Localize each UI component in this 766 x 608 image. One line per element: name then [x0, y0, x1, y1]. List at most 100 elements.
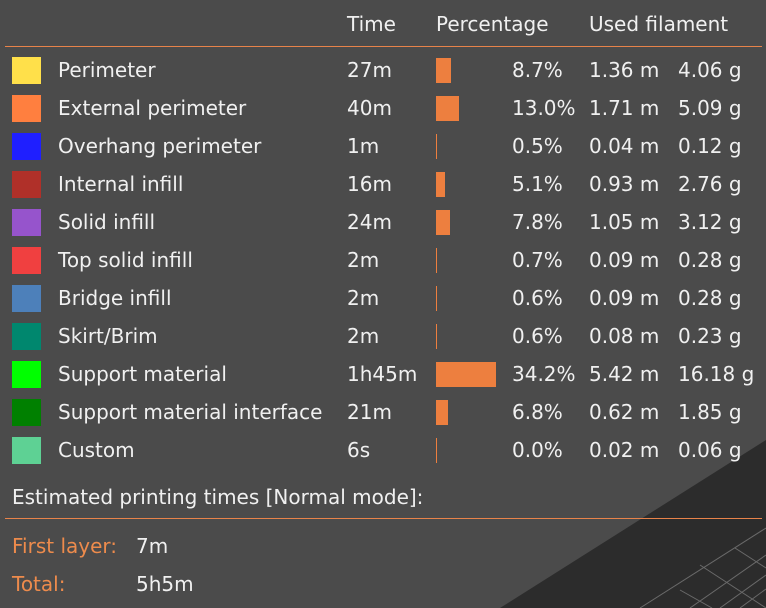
total-label: Total:: [12, 572, 66, 596]
table-row: Top solid infill 2m 0.7% 0.09 m 0.28 g: [0, 241, 766, 279]
color-swatch: [12, 209, 41, 236]
filament-weight: 1.85 g: [678, 400, 742, 424]
filament-weight: 5.09 g: [678, 96, 742, 120]
percentage-bar: [436, 134, 437, 159]
filament-length: 0.09 m: [589, 248, 660, 272]
color-swatch: [12, 323, 41, 350]
color-swatch: [12, 437, 41, 464]
filament-length: 0.04 m: [589, 134, 660, 158]
estimated-times-title: Estimated printing times [Normal mode]:: [12, 485, 424, 509]
feature-time: 27m: [347, 58, 392, 82]
color-swatch: [12, 133, 41, 160]
table-row: Support material interface 21m 6.8% 0.62…: [0, 393, 766, 431]
feature-name: Skirt/Brim: [58, 324, 158, 348]
table-row: Internal infill 16m 5.1% 0.93 m 2.76 g: [0, 165, 766, 203]
filament-length: 0.02 m: [589, 438, 660, 462]
feature-name: Custom: [58, 438, 135, 462]
header-used-filament: Used filament: [589, 12, 729, 36]
color-swatch: [12, 399, 41, 426]
percentage-bar: [436, 172, 445, 197]
filament-weight: 0.06 g: [678, 438, 742, 462]
feature-percentage: 0.5%: [512, 134, 563, 158]
feature-time: 2m: [347, 324, 380, 348]
filament-weight: 2.76 g: [678, 172, 742, 196]
feature-name: Solid infill: [58, 210, 156, 234]
table-row: Skirt/Brim 2m 0.6% 0.08 m 0.23 g: [0, 317, 766, 355]
feature-name: Top solid infill: [58, 248, 193, 272]
table-row: Custom 6s 0.0% 0.02 m 0.06 g: [0, 431, 766, 469]
filament-length: 5.42 m: [589, 362, 660, 386]
feature-percentage: 0.6%: [512, 324, 563, 348]
filament-length: 1.05 m: [589, 210, 660, 234]
filament-weight: 0.28 g: [678, 248, 742, 272]
percentage-bar: [436, 248, 437, 273]
filament-weight: 0.28 g: [678, 286, 742, 310]
filament-weight: 16.18 g: [678, 362, 755, 386]
feature-percentage: 5.1%: [512, 172, 563, 196]
percentage-bar: [436, 286, 437, 311]
feature-time: 16m: [347, 172, 392, 196]
table-row: Perimeter 27m 8.7% 1.36 m 4.06 g: [0, 51, 766, 89]
feature-time: 40m: [347, 96, 392, 120]
estimate-divider: [5, 518, 762, 519]
feature-percentage: 8.7%: [512, 58, 563, 82]
percentage-bar: [436, 210, 450, 235]
feature-name: Support material: [58, 362, 227, 386]
header-time: Time: [347, 12, 396, 36]
table-row: Overhang perimeter 1m 0.5% 0.04 m 0.12 g: [0, 127, 766, 165]
feature-percentage: 6.8%: [512, 400, 563, 424]
header-divider: [5, 46, 762, 47]
feature-name: Internal infill: [58, 172, 184, 196]
feature-percentage: 0.6%: [512, 286, 563, 310]
feature-time: 2m: [347, 286, 380, 310]
feature-name: Perimeter: [58, 58, 156, 82]
color-swatch: [12, 285, 41, 312]
percentage-bar: [436, 324, 437, 349]
table-row: External perimeter 40m 13.0% 1.71 m 5.09…: [0, 89, 766, 127]
table-row: Solid infill 24m 7.8% 1.05 m 3.12 g: [0, 203, 766, 241]
feature-time: 1h45m: [347, 362, 418, 386]
feature-time: 24m: [347, 210, 392, 234]
total-value: 5h5m: [136, 572, 194, 596]
filament-length: 0.08 m: [589, 324, 660, 348]
color-swatch: [12, 57, 41, 84]
feature-percentage: 0.0%: [512, 438, 563, 462]
feature-name: External perimeter: [58, 96, 247, 120]
feature-time: 6s: [347, 438, 371, 462]
color-swatch: [12, 361, 41, 388]
filament-length: 1.36 m: [589, 58, 660, 82]
feature-percentage: 7.8%: [512, 210, 563, 234]
first-layer-value: 7m: [136, 534, 169, 558]
header-percentage: Percentage: [436, 12, 549, 36]
filament-length: 0.09 m: [589, 286, 660, 310]
percentage-bar: [436, 400, 448, 425]
feature-name: Support material interface: [58, 400, 323, 424]
filament-weight: 4.06 g: [678, 58, 742, 82]
percentage-bar: [436, 58, 451, 83]
feature-percentage: 34.2%: [512, 362, 576, 386]
feature-time: 1m: [347, 134, 380, 158]
filament-length: 0.93 m: [589, 172, 660, 196]
filament-length: 0.62 m: [589, 400, 660, 424]
feature-percentage: 0.7%: [512, 248, 563, 272]
table-row: Support material 1h45m 34.2% 5.42 m 16.1…: [0, 355, 766, 393]
feature-name: Overhang perimeter: [58, 134, 262, 158]
percentage-bar: [436, 438, 437, 463]
color-swatch: [12, 247, 41, 274]
color-swatch: [12, 171, 41, 198]
percentage-bar: [436, 96, 459, 121]
feature-time: 21m: [347, 400, 392, 424]
feature-time: 2m: [347, 248, 380, 272]
feature-name: Bridge infill: [58, 286, 172, 310]
table-row: Bridge infill 2m 0.6% 0.09 m 0.28 g: [0, 279, 766, 317]
color-swatch: [12, 95, 41, 122]
filament-weight: 0.23 g: [678, 324, 742, 348]
filament-weight: 3.12 g: [678, 210, 742, 234]
percentage-bar: [436, 362, 496, 387]
filament-length: 1.71 m: [589, 96, 660, 120]
feature-percentage: 13.0%: [512, 96, 576, 120]
first-layer-label: First layer:: [12, 534, 118, 558]
filament-weight: 0.12 g: [678, 134, 742, 158]
